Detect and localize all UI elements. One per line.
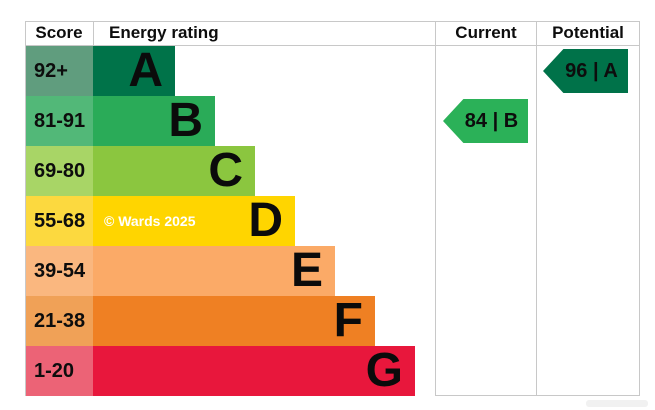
current-rating-arrow: 84 | B: [443, 99, 528, 143]
potential-rating-label: 96 | A: [565, 60, 618, 82]
band-row-a: 92+ A: [25, 46, 175, 96]
band-bar: B: [93, 96, 215, 146]
band-bar: D: [93, 196, 295, 246]
band-row-d: 55-68 D: [25, 196, 295, 246]
band-score-range: 21-38: [26, 296, 93, 346]
table-right-border: [639, 21, 640, 395]
band-row-c: 69-80 C: [25, 146, 255, 196]
potential-rating-arrow: 96 | A: [543, 49, 628, 93]
header-bottom-border: [25, 45, 639, 46]
table-left-border: [25, 21, 26, 396]
faint-watermark: [586, 400, 648, 407]
band-score-range: 69-80: [26, 146, 93, 196]
band-row-g: 1-20 G: [25, 346, 415, 396]
copyright-watermark: © Wards 2025: [104, 213, 196, 229]
current-column-left-border: [435, 21, 436, 395]
band-letter: G: [365, 344, 403, 397]
band-score-range: 81-91: [26, 96, 93, 146]
table-bottom-border: [435, 395, 640, 396]
band-score-range: 55-68: [26, 196, 93, 246]
band-row-b: 81-91 B: [25, 96, 215, 146]
band-letter: A: [128, 44, 163, 97]
band-bar: G: [93, 346, 415, 396]
score-column-divider: [93, 21, 94, 45]
band-letter: B: [168, 94, 203, 147]
band-letter: C: [208, 144, 243, 197]
table-top-border: [25, 21, 639, 22]
band-score-range: 39-54: [26, 246, 93, 296]
band-bar: A: [93, 46, 175, 96]
band-row-e: 39-54 E: [25, 246, 335, 296]
band-letter: D: [248, 194, 283, 247]
band-score-range: 92+: [26, 46, 93, 96]
band-row-f: 21-38 F: [25, 296, 375, 346]
score-column-header: Score: [35, 23, 83, 42]
current-column-header: Current: [455, 23, 517, 42]
band-bar: F: [93, 296, 375, 346]
band-letter: F: [333, 294, 363, 347]
band-letter: E: [290, 244, 323, 297]
band-bar: E: [93, 246, 335, 296]
band-score-range: 1-20: [26, 346, 93, 396]
potential-column-header: Potential: [552, 23, 624, 42]
potential-column-left-border: [536, 21, 537, 395]
current-rating-label: 84 | B: [464, 110, 519, 132]
band-bar: C: [93, 146, 255, 196]
energy-rating-column-header: Energy rating: [109, 23, 219, 42]
